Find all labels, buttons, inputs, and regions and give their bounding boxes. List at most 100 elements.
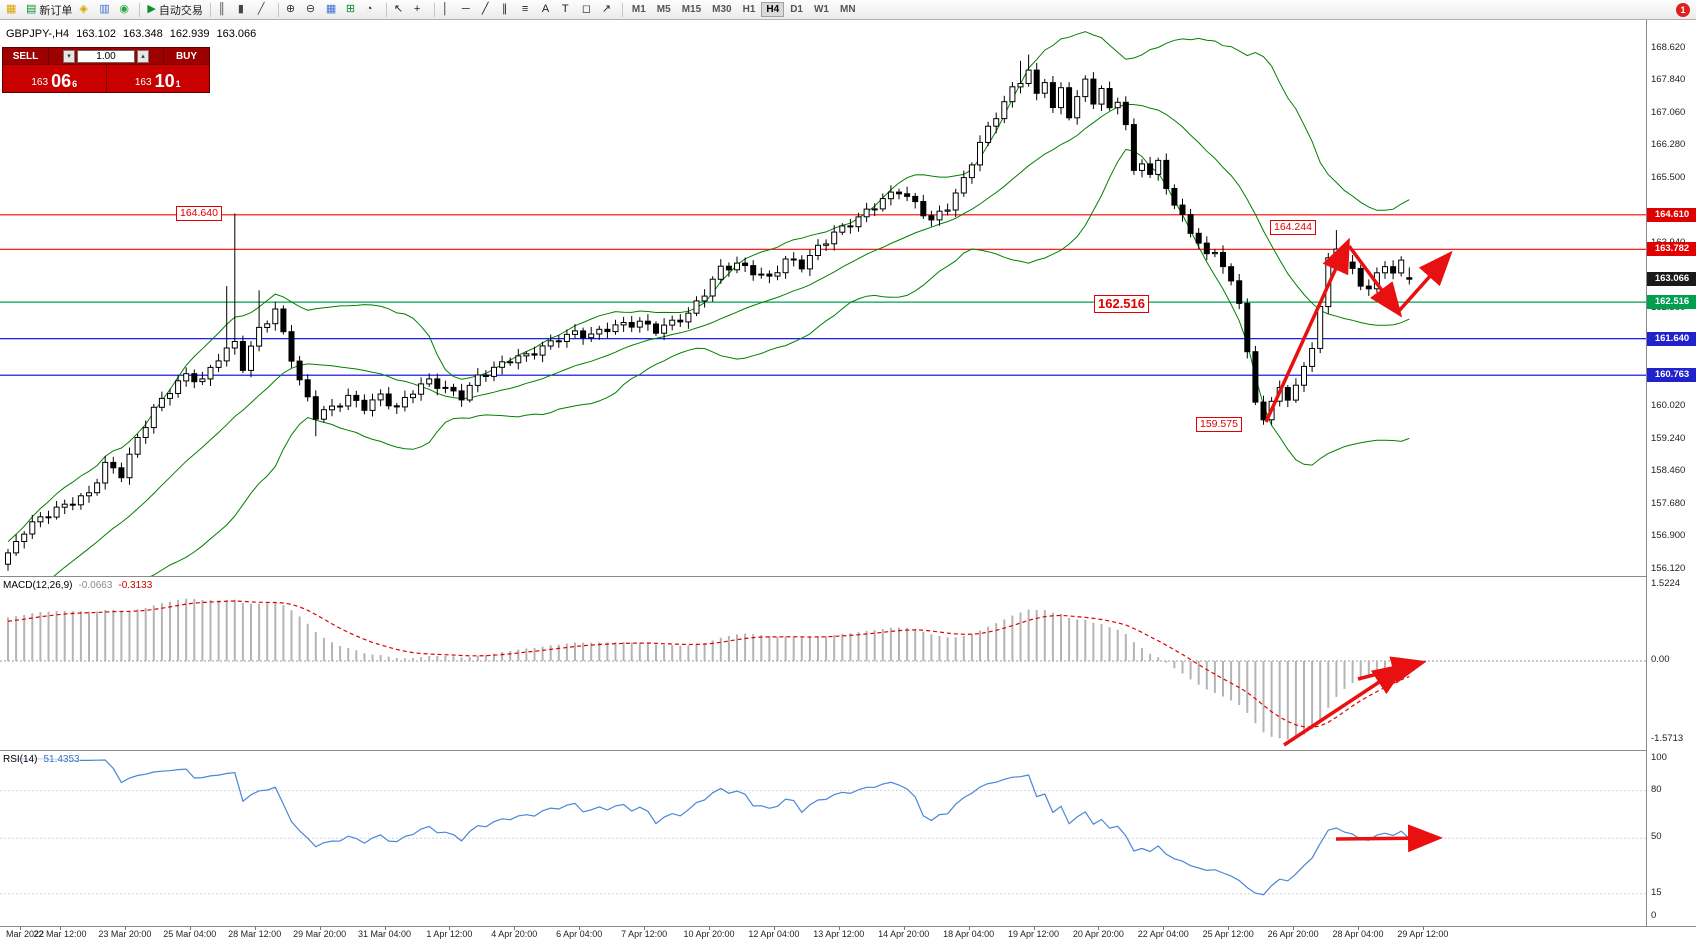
time-tick <box>903 927 905 930</box>
timeframe-m30[interactable]: M30 <box>707 2 736 17</box>
macd-histogram <box>7 598 1411 740</box>
time-tick <box>968 927 970 930</box>
macd-panel: MACD(12,26,9) -0.0663 -0.3133 <box>0 576 1646 750</box>
price-annotation: 164.244 <box>1270 219 1316 235</box>
timeframe-h4[interactable]: H4 <box>761 2 785 17</box>
horizontal-line-icon: ─ <box>461 3 470 15</box>
notification-badge[interactable]: 1 <box>1676 2 1690 17</box>
timeframe-m15[interactable]: M15 <box>677 2 706 17</box>
price-annotation: 164.640 <box>176 205 222 221</box>
time-axis: Mar 2022 22 Mar 12:00 23 Mar 20:00 25 Mar 0… <box>0 926 1696 940</box>
candlestick-chart-icon[interactable]: ▮ <box>235 1 254 18</box>
rsi-axis-label: 100 <box>1651 751 1667 763</box>
new-window-icon[interactable]: ⊞ <box>343 1 362 18</box>
time-tick <box>1228 927 1230 930</box>
trend-arrow <box>1283 663 1408 747</box>
profiles-icon[interactable]: ◈ <box>76 1 95 18</box>
time-tick <box>1422 927 1424 930</box>
close-value: 163.066 <box>216 28 257 40</box>
time-axis-label: 18 Apr 04:00 <box>943 929 995 939</box>
bollinger-upper-band <box>7 31 1410 543</box>
timeframe-m5[interactable]: M5 <box>652 2 676 17</box>
rsi-panel: RSI(14) 51.4353 <box>0 750 1646 926</box>
time-tick <box>838 927 840 930</box>
time-axis-label: 22 Mar 12:00 <box>33 929 87 939</box>
volume-control: ▾ ▴ <box>49 48 163 64</box>
time-tick <box>579 927 581 930</box>
timeframe-mn[interactable]: MN <box>835 2 861 17</box>
trendline-icon[interactable]: ╱ <box>479 1 498 18</box>
price-badge: 161.640 <box>1647 331 1696 346</box>
time-tick <box>1033 927 1035 930</box>
chart-area: GBPJPY-,H4 163.102 163.348 162.939 163.0… <box>0 20 1696 940</box>
time-axis-label: 26 Apr 20:00 <box>1267 929 1319 939</box>
bar-chart-icon[interactable]: ║ <box>215 1 234 18</box>
buy-button[interactable]: BUY <box>163 48 209 64</box>
price-axis-label: 167.060 <box>1651 106 1686 118</box>
time-tick <box>773 927 775 930</box>
time-tick <box>319 927 321 930</box>
volume-input[interactable] <box>77 49 135 63</box>
price-badge: 160.763 <box>1647 368 1696 383</box>
time-tick <box>1098 927 1100 930</box>
timeframe-d1[interactable]: D1 <box>785 2 808 17</box>
macd-header: MACD(12,26,9) -0.0663 -0.3133 <box>3 580 153 591</box>
arrow-tool-icon: ↗ <box>601 3 612 15</box>
price-badge: 162.516 <box>1647 295 1696 310</box>
price-annotation: 162.516 <box>1094 295 1149 314</box>
macd-axis-label: -1.5713 <box>1651 732 1684 744</box>
buy-price-pip: 1 <box>175 79 181 89</box>
autotrading-button: ▶ <box>147 3 156 15</box>
rsi-title: RSI(14) <box>3 754 38 765</box>
price-axis-label: 163.940 <box>1647 237 1696 249</box>
rsi-axis-label: 0 <box>1651 910 1657 922</box>
cursor-icon[interactable]: ↖ <box>391 1 410 18</box>
symbol-label: GBPJPY-,H4 <box>6 28 70 40</box>
zoom-out-icon[interactable]: ⊖ <box>303 1 322 18</box>
clock-icon[interactable]: ◔ <box>363 1 382 18</box>
trend-arrow <box>1264 237 1350 423</box>
horizontal-line-icon[interactable]: ─ <box>459 1 478 18</box>
zoom-in-icon: ⊕ <box>285 3 296 15</box>
time-tick <box>514 927 516 930</box>
buy-price[interactable]: 163 10 1 <box>106 65 209 92</box>
sell-button[interactable]: SELL <box>3 48 49 64</box>
fibonacci-icon[interactable]: ≡ <box>519 1 538 18</box>
market-watch-icon[interactable]: ◉ <box>116 1 135 18</box>
app-icon[interactable]: ▦ <box>3 1 22 18</box>
new-order-button[interactable]: ▤ 新订单 <box>23 1 75 18</box>
sell-price[interactable]: 163 06 6 <box>3 65 106 92</box>
volume-decrease-button[interactable]: ▾ <box>63 49 75 63</box>
crosshair-icon[interactable]: + <box>411 1 430 18</box>
price-annotation: 159.575 <box>1196 416 1242 432</box>
rsi-canvas[interactable] <box>0 751 1646 926</box>
time-tick <box>124 927 126 930</box>
vertical-line-icon: │ <box>441 3 449 15</box>
time-axis-label: 13 Apr 12:00 <box>813 929 865 939</box>
trend-arrow <box>1396 250 1453 314</box>
zoom-in-icon[interactable]: ⊕ <box>283 1 302 18</box>
timeframe-w1[interactable]: W1 <box>809 2 834 17</box>
timeframe-h1[interactable]: H1 <box>738 2 761 17</box>
text-icon[interactable]: A <box>539 1 558 18</box>
arrow-tool-icon[interactable]: ↗ <box>599 1 618 18</box>
sell-price-prefix: 163 <box>31 76 49 88</box>
toolbar-separator <box>277 2 279 17</box>
time-axis-label: 1 Apr 12:00 <box>426 929 473 939</box>
main-chart-panel: GBPJPY-,H4 163.102 163.348 162.939 163.0… <box>0 20 1646 576</box>
autotrading-button[interactable]: ▶ 自动交易 <box>144 1 205 18</box>
charts-icon[interactable]: ▥ <box>96 1 115 18</box>
time-axis-label: 7 Apr 12:00 <box>621 929 668 939</box>
time-axis-label: 6 Apr 04:00 <box>556 929 603 939</box>
volume-increase-button[interactable]: ▴ <box>137 49 149 63</box>
tile-windows-icon[interactable]: ▦ <box>323 1 342 18</box>
vertical-line-icon[interactable]: │ <box>439 1 458 18</box>
label-icon[interactable]: T <box>559 1 578 18</box>
clock-icon: ◔ <box>365 3 373 15</box>
channel-icon[interactable]: ∥ <box>499 1 518 18</box>
macd-canvas[interactable] <box>0 577 1646 750</box>
line-chart-icon[interactable]: ╱ <box>255 1 274 18</box>
main-chart-canvas[interactable] <box>0 20 1646 576</box>
timeframe-m1[interactable]: M1 <box>627 2 651 17</box>
shapes-icon[interactable]: ◻ <box>579 1 598 18</box>
